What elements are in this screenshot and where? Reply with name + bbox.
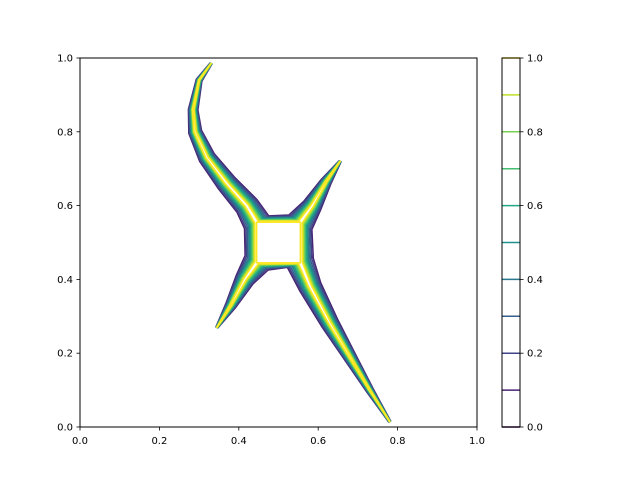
colorbar-tick-label: 1.0	[527, 54, 543, 65]
colorbar-frame	[501, 57, 521, 428]
contour-center-box	[255, 221, 302, 264]
x-tick-label: 1.0	[469, 436, 485, 447]
x-tick-label: 0.6	[310, 436, 326, 447]
colorbar-tick-label: 0.4	[527, 275, 543, 286]
colorbar-tick-label: 0.0	[527, 423, 543, 434]
x-tick-label: 0.8	[390, 436, 406, 447]
contour-lines	[187, 62, 392, 423]
y-tick-label: 0.2	[57, 349, 73, 360]
x-axis: 0.0 0.2 0.4 0.6 0.8 1.0	[72, 427, 485, 447]
y-tick-label: 0.8	[57, 127, 73, 138]
x-tick-label: 0.2	[151, 436, 167, 447]
y-axis: 0.0 0.2 0.4 0.6 0.8 1.0	[57, 54, 80, 434]
contour-level-10	[191, 62, 391, 423]
axes-frame	[79, 57, 478, 428]
main-axes: 0.0 0.2 0.4 0.6 0.8 1.0 0.0 0.2 0.4 0.6 0.8 1.0	[57, 54, 485, 448]
y-tick-label: 0.6	[57, 201, 73, 212]
x-tick-label: 0.0	[72, 436, 88, 447]
y-tick-label: 0.4	[57, 275, 73, 286]
y-tick-label: 1.0	[57, 54, 73, 65]
colorbar-axis: 0.0 0.2 0.4 0.6 0.8 1.0	[520, 54, 543, 434]
x-tick-label: 0.4	[231, 436, 247, 447]
colorbar-tick-label: 0.8	[527, 127, 543, 138]
y-tick-label: 0.0	[57, 423, 73, 434]
colorbar-tick-label: 0.2	[527, 349, 543, 360]
colorbar-tick-label: 0.6	[527, 201, 543, 212]
colorbar: 0.0 0.2 0.4 0.6 0.8 1.0	[501, 54, 543, 434]
